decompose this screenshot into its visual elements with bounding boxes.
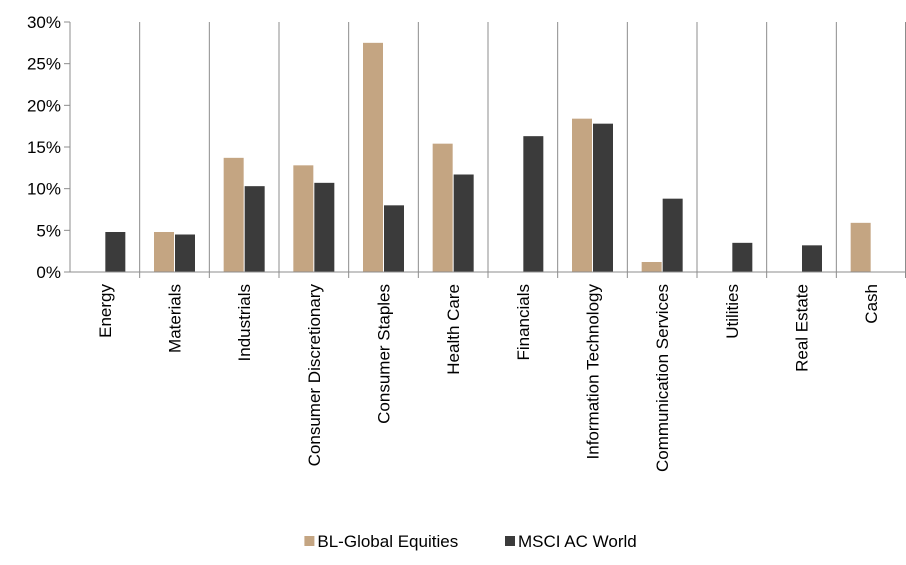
bar-bl-global-equities-consumer-staples bbox=[363, 42, 383, 273]
category-label-materials: Materials bbox=[166, 284, 185, 353]
bar-msci-ac-world-information-technology bbox=[593, 123, 613, 273]
y-tick-label: 5% bbox=[36, 221, 61, 240]
bar-bl-global-equities-information-technology bbox=[572, 118, 592, 273]
bar-msci-ac-world-industrials bbox=[244, 186, 265, 272]
bar-msci-ac-world-utilities bbox=[732, 242, 753, 272]
category-label-consumer-discretionary: Consumer Discretionary bbox=[305, 284, 324, 467]
category-label-consumer-staples: Consumer Staples bbox=[375, 284, 394, 424]
bar-bl-global-equities-communication-services bbox=[641, 262, 662, 272]
bar-bl-global-equities-industrials bbox=[223, 157, 244, 272]
y-tick-label: 15% bbox=[27, 138, 61, 157]
category-label-communication-services: Communication Services bbox=[653, 284, 672, 472]
category-label-health-care: Health Care bbox=[444, 284, 463, 375]
y-tick-label: 25% bbox=[27, 55, 61, 74]
legend-label-msci-ac-world: MSCI AC World bbox=[518, 532, 637, 551]
category-label-energy: Energy bbox=[96, 284, 115, 338]
y-axis-tick-labels: 0% 5% 10% 15% 20% 25% 30% bbox=[27, 13, 61, 282]
category-label-financials: Financials bbox=[514, 284, 533, 361]
category-label-utilities: Utilities bbox=[723, 284, 742, 339]
category-label-real-estate: Real Estate bbox=[793, 284, 812, 372]
bar-bl-global-equities-materials bbox=[154, 232, 174, 272]
bar-bl-global-equities-cash bbox=[850, 222, 871, 272]
bar-msci-ac-world-materials bbox=[175, 234, 195, 272]
category-label-information-technology: Information Technology bbox=[584, 284, 603, 460]
legend-swatch-msci-ac-world bbox=[505, 536, 515, 546]
legend-swatch-bl-global-equities bbox=[304, 536, 315, 546]
bar-msci-ac-world-real-estate bbox=[802, 245, 822, 272]
bar-msci-ac-world-energy bbox=[105, 232, 126, 272]
bar-msci-ac-world-financials bbox=[523, 136, 544, 272]
legend-label-bl-global-equities: BL-Global Equities bbox=[317, 532, 458, 551]
category-label-cash: Cash bbox=[862, 284, 881, 324]
legend: BL-Global Equities MSCI AC World bbox=[304, 532, 637, 551]
bar-msci-ac-world-consumer-staples bbox=[384, 205, 404, 272]
y-tick-label: 0% bbox=[36, 263, 61, 282]
y-tick-label: 10% bbox=[27, 180, 61, 199]
bar-msci-ac-world-consumer-discretionary bbox=[314, 182, 335, 272]
bar-bl-global-equities-health-care bbox=[432, 143, 453, 272]
bar-bl-global-equities-consumer-discretionary bbox=[293, 165, 314, 272]
bars bbox=[105, 42, 871, 273]
bar-msci-ac-world-communication-services bbox=[662, 198, 683, 272]
y-tick-label: 30% bbox=[27, 13, 61, 32]
axes bbox=[64, 21, 906, 273]
category-label-industrials: Industrials bbox=[235, 284, 254, 361]
bar-msci-ac-world-health-care bbox=[453, 174, 474, 272]
y-tick-label: 20% bbox=[27, 96, 61, 115]
x-axis-category-labels: Energy Materials Industrials Consumer Discr… bbox=[96, 284, 881, 473]
